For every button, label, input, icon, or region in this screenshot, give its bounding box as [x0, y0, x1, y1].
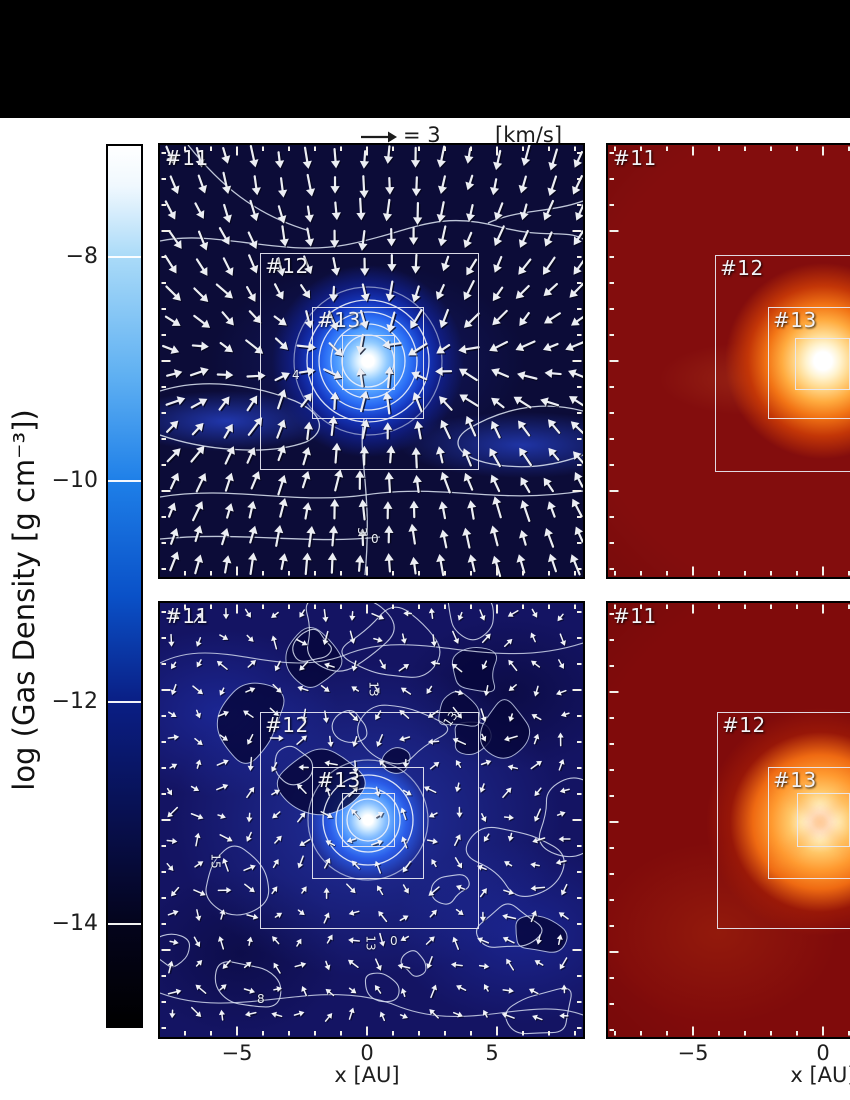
refinement-box-13: #13: [768, 307, 850, 419]
colorbar-tick-label: −10: [51, 468, 98, 493]
box-label: #12: [720, 256, 764, 280]
x-axis-label: x [AU]: [334, 1063, 400, 1087]
box-label: #11: [165, 604, 209, 628]
box-label: #12: [722, 713, 766, 737]
x-tick-label: 0: [360, 1041, 374, 1065]
x-tick-label: 5: [485, 1041, 499, 1065]
top-black-bar: [0, 0, 850, 118]
refinement-box-inner: [342, 793, 395, 847]
refinement-box-12: #12: [260, 253, 479, 470]
panel-ticks: [609, 604, 850, 1036]
panel-hot-smooth: #12 #13 #11: [606, 143, 850, 579]
x-tick-label: −5: [221, 1041, 253, 1065]
contour-value-label: 0: [390, 934, 398, 948]
colorbar-tick-label: −14: [51, 911, 98, 936]
panel-hot-diffuse: #12 #13 #11: [606, 601, 850, 1039]
density-contours-and-vectors: [160, 603, 583, 1036]
box-label: #11: [165, 146, 209, 170]
refinement-box-inner: [342, 335, 395, 390]
colorbar-tickline: [108, 923, 141, 925]
box-label: #11: [613, 146, 657, 170]
refinement-box-13: #13: [312, 767, 424, 879]
box-label: #11: [613, 604, 657, 628]
panel-density-smooth: #12 #13 #11 4 3 0: [158, 143, 585, 579]
box-label: #12: [265, 254, 309, 278]
refinement-box-12: #12: [260, 712, 479, 929]
contour-value-label: 4: [292, 368, 300, 382]
refinement-box-inner: [795, 338, 850, 390]
box-label: #13: [317, 308, 361, 332]
contour-value-label: 8: [257, 992, 265, 1006]
colorbar-tickline: [108, 480, 141, 482]
density-contours-and-vectors: [160, 145, 583, 577]
colorbar-tickline: [108, 256, 141, 258]
colorbar: [106, 144, 143, 1028]
velocity-scale-arrow-icon: [361, 131, 397, 143]
refinement-box-13: #13: [312, 307, 424, 419]
colorbar-tickline: [108, 701, 141, 703]
contour-value-label: 13: [363, 935, 378, 951]
box-label: #13: [773, 308, 817, 332]
refinement-box-13: #13: [768, 767, 850, 879]
box-label: #13: [773, 768, 817, 792]
contour-value-label: 15: [208, 853, 223, 869]
contour-value-label: 3: [354, 527, 369, 535]
panel-ticks: [609, 146, 850, 576]
refinement-box-inner: [797, 793, 850, 847]
contour-value-label: 0: [371, 532, 379, 546]
panel-density-turbulent: #12 #13 #11 13 13 15 13 0 8: [158, 601, 585, 1039]
refinement-box-12: #12: [717, 712, 850, 929]
x-axis-label: x [AU]: [790, 1063, 850, 1087]
colorbar-tick-label: −12: [51, 689, 98, 714]
refinement-box-12: #12: [715, 255, 850, 472]
colorbar-axis-label: log (Gas Density [g cm⁻³]): [7, 409, 41, 791]
x-tick-label: 0: [816, 1041, 830, 1065]
colorbar-tick-label: −8: [65, 244, 98, 269]
box-label: #13: [317, 768, 361, 792]
x-tick-label: −5: [677, 1041, 709, 1065]
contour-value-label: 13: [366, 681, 381, 697]
box-label: #12: [265, 713, 309, 737]
